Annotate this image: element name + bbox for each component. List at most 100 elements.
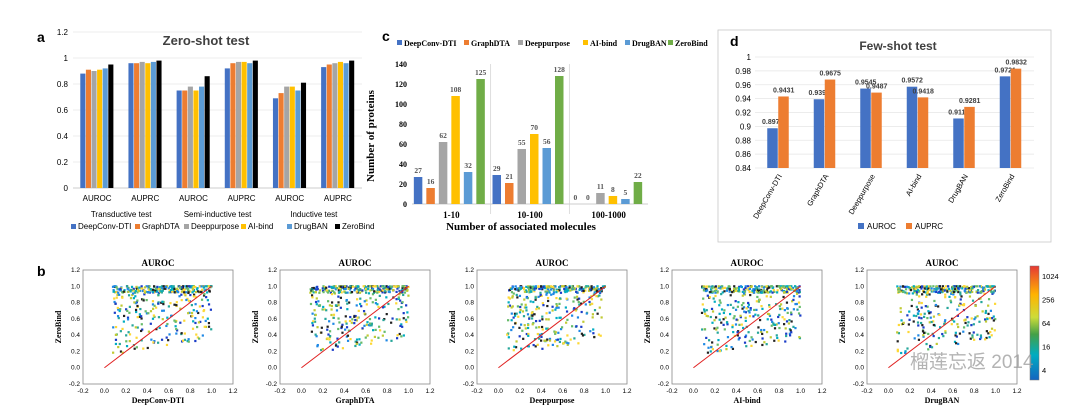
scatter-point: [725, 348, 728, 351]
scatter-point: [539, 287, 542, 291]
scatter-point: [784, 327, 787, 330]
scatter-point: [772, 323, 776, 326]
scatter-point: [153, 285, 156, 288]
scatter-point: [723, 328, 726, 331]
scatter-point: [560, 326, 564, 329]
scatter-point: [711, 287, 714, 290]
bar-deeppurpose-0: [438, 142, 448, 204]
scatter-point: [537, 295, 540, 298]
scatter-point: [915, 293, 918, 296]
scatter-point: [512, 316, 515, 319]
scatter-point: [700, 311, 704, 314]
y-tick-label: 0: [64, 184, 69, 193]
scatter-point: [709, 350, 712, 353]
x-tick-label: 0.4: [537, 388, 546, 395]
scatter-title: AUROC: [536, 258, 569, 268]
scatter-point: [702, 297, 705, 300]
scatter-point: [328, 320, 331, 323]
scatter-point: [966, 316, 969, 319]
scatter-point: [131, 324, 134, 327]
scatter-point: [187, 291, 190, 294]
scatter-point: [705, 285, 709, 288]
scatter-point: [176, 289, 179, 293]
scatter-point: [381, 289, 384, 292]
scatter-point: [372, 285, 375, 288]
legend-label: GraphDTA: [142, 222, 180, 231]
y-tick-label: 0.98: [735, 67, 751, 76]
scatter-point: [718, 312, 721, 315]
scatter-point: [911, 286, 914, 289]
scatter-point: [779, 307, 782, 311]
bar-drugban-1: [542, 148, 551, 204]
scatter-point: [525, 296, 528, 299]
scatter-point: [173, 319, 176, 322]
scatter-point: [783, 285, 786, 288]
scatter-point: [145, 312, 149, 315]
scatter-point: [531, 314, 534, 317]
plot-frame: [671, 269, 823, 385]
scatter-point: [933, 287, 936, 291]
scatter-point: [555, 288, 558, 291]
scatter-point: [511, 305, 514, 308]
scatter-point: [794, 326, 797, 330]
scatter-point: [201, 288, 204, 291]
scatter-point: [796, 308, 799, 311]
scatter-point: [383, 330, 386, 333]
y-tick-label: 0.4: [855, 332, 864, 339]
scatter-point: [202, 294, 206, 297]
scatter-point: [395, 290, 398, 294]
scatter-point: [951, 286, 955, 289]
scatter-point: [125, 334, 128, 337]
scatter-point: [709, 315, 712, 319]
scatter-point: [900, 323, 904, 326]
scatter-point: [568, 285, 571, 288]
scatter-point: [541, 328, 544, 331]
scatter-point: [742, 326, 745, 330]
bar-zerobind-3: [252, 60, 258, 188]
scatter-point: [917, 290, 921, 293]
scatter-point: [175, 327, 178, 331]
scatter-point: [914, 287, 917, 291]
scatter-points: [111, 285, 213, 354]
bar-value-label: 5: [624, 188, 628, 197]
scatter-point: [596, 295, 600, 298]
scatter-point: [907, 323, 910, 326]
bar-ai-bind-3: [241, 61, 247, 188]
scatter-point: [971, 299, 975, 302]
scatter-point: [598, 294, 601, 297]
bar-zerobind-1: [555, 76, 564, 204]
reference-line: [888, 285, 996, 369]
scatter-point: [315, 297, 318, 300]
scatter-point: [384, 287, 388, 291]
x-tick-label: 1.0: [796, 388, 805, 395]
bar-auprc-2: [871, 92, 882, 168]
y-tick-label: 0.84: [735, 164, 751, 173]
scatter-point: [591, 316, 594, 319]
scatter-point: [980, 300, 983, 304]
scatter-point: [795, 292, 799, 295]
y-tick-label: 0.6: [855, 316, 864, 323]
scatter-point: [579, 302, 583, 305]
scatter-point: [344, 320, 347, 323]
scatter-point: [968, 289, 971, 292]
scatter-point: [507, 296, 510, 299]
scatter-point: [969, 291, 972, 294]
scatter-point: [716, 326, 719, 329]
scatter-point: [202, 309, 205, 313]
reference-line: [498, 285, 606, 369]
scatter-point: [125, 340, 128, 343]
scatter-point: [907, 330, 910, 334]
scatter-point: [527, 334, 530, 337]
x-tick-label: -0.2: [666, 388, 678, 395]
scatter-point: [334, 288, 337, 291]
scatter-point: [790, 320, 793, 323]
scatter-panel-graphdta: AUROC-0.2 0.0 0.2 0.4 0.6 0.8 1.0 1.2-0.20.00.2…: [251, 258, 435, 405]
scatter-point: [395, 337, 399, 340]
scatter-point: [345, 326, 349, 329]
scatter-point: [149, 288, 152, 291]
scatter-point: [955, 285, 958, 288]
scatter-point: [346, 308, 349, 311]
y-tick-label: 1.2: [465, 267, 474, 274]
bar-graphdta-3: [230, 63, 236, 189]
scatter-point: [201, 334, 204, 337]
